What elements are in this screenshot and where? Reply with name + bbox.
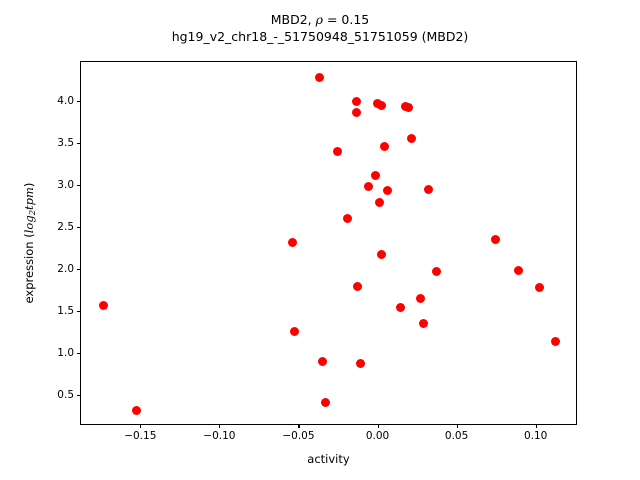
y-tick-label: 2.0 bbox=[57, 262, 74, 275]
data-point bbox=[382, 186, 392, 196]
y-axis-label: expression (log2tpm) bbox=[22, 61, 40, 425]
data-point bbox=[432, 267, 442, 277]
ylabel-log: log bbox=[22, 215, 36, 234]
title-gene-prefix: MBD2, bbox=[270, 12, 316, 27]
y-tick-label: 2.5 bbox=[57, 220, 74, 233]
y-tick-label: 1.0 bbox=[57, 346, 74, 359]
x-tick-label: −0.05 bbox=[282, 430, 315, 442]
x-tick-mark bbox=[219, 424, 221, 428]
y-tick-label: 3.5 bbox=[57, 136, 74, 149]
data-point bbox=[342, 213, 352, 223]
data-point bbox=[351, 108, 361, 118]
data-point bbox=[289, 327, 299, 336]
data-point bbox=[132, 406, 142, 416]
data-point bbox=[333, 146, 343, 156]
ylabel-tpm: tpm bbox=[22, 187, 36, 210]
title-line-primary: MBD2, ρ = 0.15 bbox=[0, 12, 640, 29]
x-tick-mark bbox=[456, 424, 458, 428]
data-point bbox=[415, 293, 425, 303]
data-point bbox=[363, 181, 373, 191]
data-point bbox=[353, 282, 363, 292]
x-tick-label: −0.10 bbox=[203, 430, 236, 442]
x-tick-label: 0.05 bbox=[444, 430, 469, 442]
y-tick-mark bbox=[77, 268, 81, 270]
data-point bbox=[535, 282, 545, 292]
data-point bbox=[404, 102, 414, 112]
data-point bbox=[513, 266, 523, 276]
x-tick-mark bbox=[377, 424, 379, 428]
data-point bbox=[377, 249, 387, 259]
y-tick-label: 0.5 bbox=[57, 388, 74, 401]
data-point bbox=[317, 356, 327, 366]
data-point bbox=[287, 238, 297, 248]
x-tick-label: 0.00 bbox=[365, 430, 390, 442]
x-axis-label: activity bbox=[307, 452, 350, 466]
figure-title: MBD2, ρ = 0.15 hg19_v2_chr18_-_51750948_… bbox=[0, 12, 640, 45]
data-point bbox=[407, 134, 417, 144]
x-tick-mark bbox=[535, 424, 537, 428]
y-tick-mark bbox=[77, 100, 81, 102]
y-tick-mark bbox=[77, 142, 81, 144]
data-point bbox=[550, 336, 560, 346]
x-tick-label: 0.10 bbox=[523, 430, 548, 442]
y-tick-mark bbox=[77, 394, 81, 397]
data-point bbox=[320, 398, 330, 408]
data-point bbox=[370, 171, 380, 181]
x-tick-mark bbox=[298, 424, 300, 428]
ylabel-prefix: expression ( bbox=[22, 233, 36, 304]
data-point bbox=[379, 141, 389, 151]
data-point bbox=[355, 358, 365, 368]
x-tick-mark bbox=[140, 424, 142, 428]
y-tick-mark bbox=[77, 184, 81, 186]
x-tick-label: −0.15 bbox=[124, 430, 157, 442]
title-line-secondary: hg19_v2_chr18_-_51750948_51751059 (MBD2) bbox=[171, 28, 469, 44]
ylabel-suffix: ) bbox=[22, 182, 36, 188]
data-point bbox=[374, 197, 384, 207]
data-point bbox=[351, 97, 361, 107]
y-tick-label: 4.0 bbox=[57, 94, 74, 107]
plot-data-area bbox=[81, 62, 576, 424]
data-point bbox=[376, 100, 386, 110]
plot-axes-frame: −0.15 −0.10 −0.05 0.00 0.05 0.10 0.5 1.0 1.5 2.0 2… bbox=[57, 61, 577, 442]
y-tick-mark bbox=[77, 352, 81, 355]
y-tick-label: 3.0 bbox=[57, 178, 74, 191]
y-tick-mark bbox=[77, 310, 81, 312]
data-point bbox=[98, 300, 108, 310]
rho-symbol: ρ bbox=[315, 12, 323, 27]
y-tick-label: 1.5 bbox=[57, 304, 74, 317]
data-point bbox=[314, 72, 324, 82]
title-rho-value: = 0.15 bbox=[322, 12, 370, 27]
data-point bbox=[490, 235, 500, 245]
data-point bbox=[395, 302, 405, 312]
y-tick-mark bbox=[77, 226, 81, 228]
data-point bbox=[423, 184, 433, 194]
ylabel-subscript: 2 bbox=[27, 209, 38, 216]
data-point bbox=[418, 319, 428, 328]
